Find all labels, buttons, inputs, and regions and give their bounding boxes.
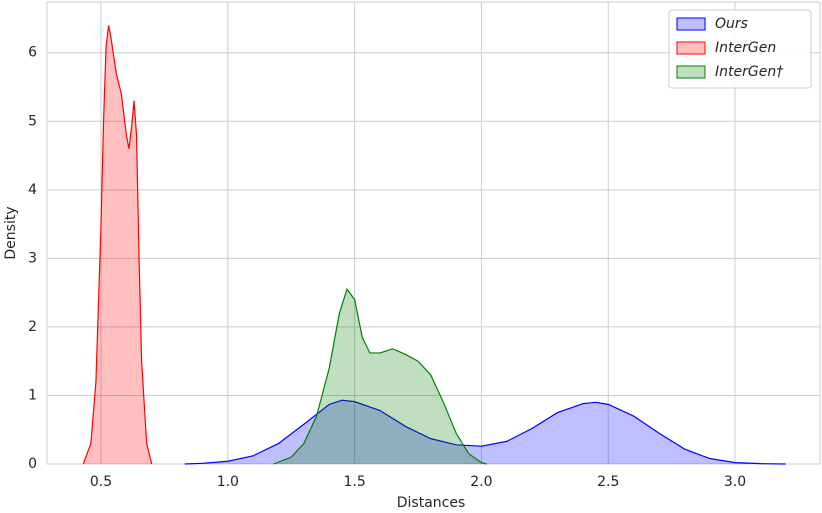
- y-tick-label: 2: [28, 319, 37, 335]
- legend: Ours InterGen InterGen†: [668, 9, 812, 89]
- y-tick-label: 6: [28, 45, 37, 61]
- legend-swatch: [676, 17, 706, 31]
- y-axis-label: Density: [3, 206, 19, 259]
- legend-label: InterGen†: [715, 64, 784, 80]
- x-tick-label: 3.0: [724, 474, 746, 490]
- legend-label: Ours: [715, 16, 748, 32]
- legend-label: InterGen: [715, 40, 776, 56]
- x-tick-label: 2.0: [470, 474, 492, 490]
- density-line: [82, 25, 153, 465]
- area-fill: [184, 400, 786, 464]
- density-line: [184, 399, 786, 465]
- x-tick-label: 2.5: [597, 474, 619, 490]
- y-tick-label: 3: [28, 250, 37, 266]
- x-tick-label: 1.5: [343, 474, 365, 490]
- area-fill: [273, 289, 487, 464]
- y-tick-label: 1: [28, 387, 37, 403]
- plot-frame: [46, 1, 821, 465]
- y-tick-label: 4: [28, 182, 37, 198]
- y-tick-label: 5: [28, 113, 37, 129]
- x-tick-label: 1.0: [217, 474, 239, 490]
- y-tick-label: 0: [28, 456, 37, 472]
- area-fill: [83, 25, 152, 465]
- legend-swatch: [676, 65, 706, 79]
- density-line: [273, 287, 487, 465]
- legend-swatch: [676, 41, 706, 55]
- x-tick-label: 0.5: [90, 474, 112, 490]
- x-axis-label: Distances: [397, 495, 466, 511]
